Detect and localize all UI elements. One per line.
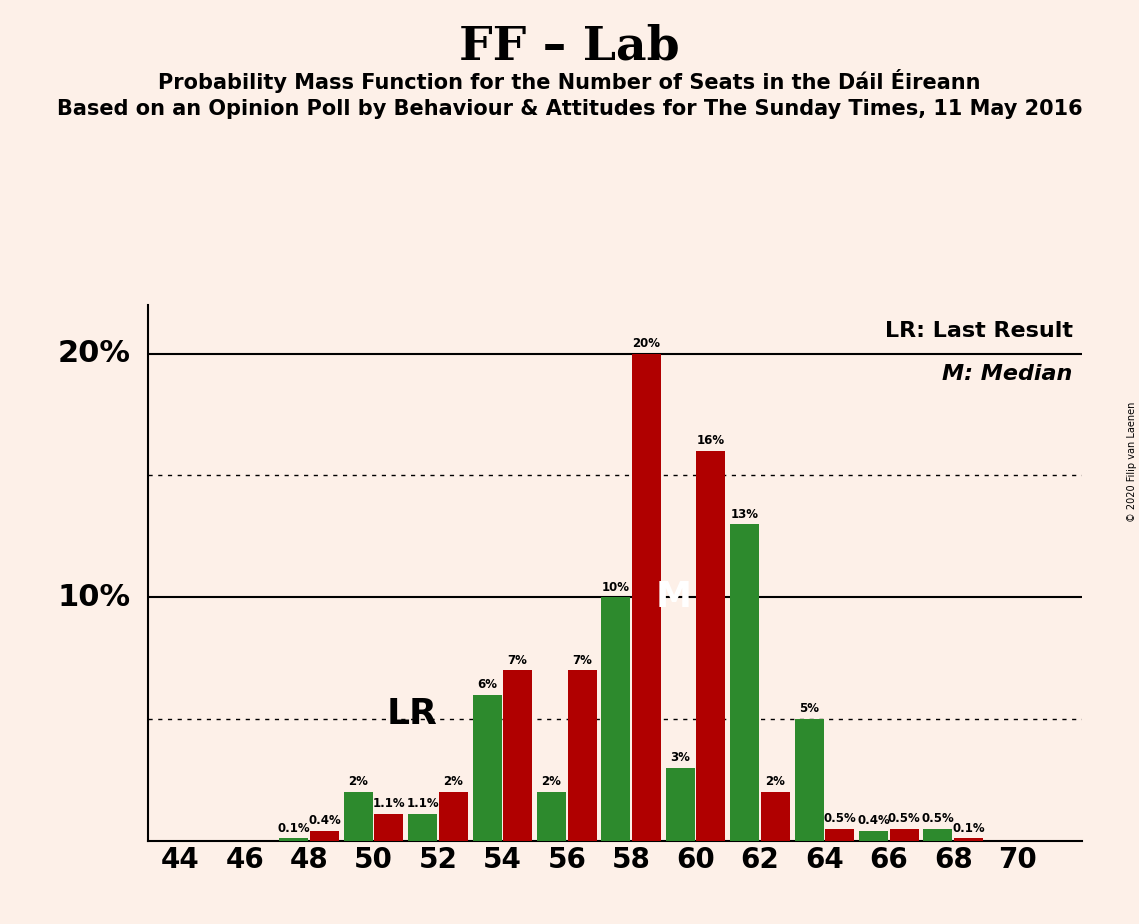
Text: 20%: 20% <box>632 337 661 350</box>
Bar <box>279 838 309 841</box>
Text: 5%: 5% <box>800 702 819 715</box>
Text: 0.1%: 0.1% <box>952 821 985 834</box>
Text: 1.1%: 1.1% <box>407 797 439 810</box>
Bar <box>473 695 501 841</box>
Text: Based on an Opinion Poll by Behaviour & Attitudes for The Sunday Times, 11 May 2: Based on an Opinion Poll by Behaviour & … <box>57 99 1082 119</box>
Bar <box>859 831 888 841</box>
Text: 20%: 20% <box>58 339 131 368</box>
Bar <box>696 451 726 841</box>
Text: LR: Last Result: LR: Last Result <box>885 321 1073 341</box>
Text: 0.4%: 0.4% <box>858 814 890 828</box>
Bar <box>730 524 760 841</box>
Text: LR: LR <box>387 698 437 731</box>
Bar <box>536 792 566 841</box>
Bar <box>954 838 983 841</box>
Text: 0.5%: 0.5% <box>921 812 954 825</box>
Text: 7%: 7% <box>572 653 592 667</box>
Text: 7%: 7% <box>508 653 527 667</box>
Text: 2%: 2% <box>443 775 464 788</box>
Bar <box>408 814 437 841</box>
Bar <box>344 792 372 841</box>
Text: 2%: 2% <box>765 775 785 788</box>
Bar <box>795 719 823 841</box>
Text: 2%: 2% <box>349 775 368 788</box>
Text: 6%: 6% <box>477 678 497 691</box>
Text: 10%: 10% <box>601 580 630 593</box>
Text: 0.5%: 0.5% <box>823 812 857 825</box>
Text: 0.5%: 0.5% <box>887 812 920 825</box>
Text: 0.1%: 0.1% <box>278 821 310 834</box>
Bar <box>924 829 952 841</box>
Bar <box>666 768 695 841</box>
Text: 10%: 10% <box>58 583 131 612</box>
Bar <box>632 354 661 841</box>
Text: M: Median: M: Median <box>942 364 1073 383</box>
Text: © 2020 Filip van Laenen: © 2020 Filip van Laenen <box>1126 402 1137 522</box>
Text: Probability Mass Function for the Number of Seats in the Dáil Éireann: Probability Mass Function for the Number… <box>158 69 981 93</box>
Bar <box>890 829 919 841</box>
Text: 3%: 3% <box>671 751 690 764</box>
Text: M: M <box>656 580 693 614</box>
Text: FF – Lab: FF – Lab <box>459 23 680 69</box>
Bar <box>601 597 630 841</box>
Bar <box>825 829 854 841</box>
Bar <box>567 670 597 841</box>
Bar <box>375 814 403 841</box>
Text: 0.4%: 0.4% <box>308 814 341 828</box>
Bar <box>310 831 339 841</box>
Text: 13%: 13% <box>731 507 759 520</box>
Bar <box>439 792 468 841</box>
Text: 2%: 2% <box>541 775 562 788</box>
Text: 1.1%: 1.1% <box>372 797 405 810</box>
Text: 16%: 16% <box>697 434 724 447</box>
Bar <box>761 792 789 841</box>
Bar <box>503 670 532 841</box>
